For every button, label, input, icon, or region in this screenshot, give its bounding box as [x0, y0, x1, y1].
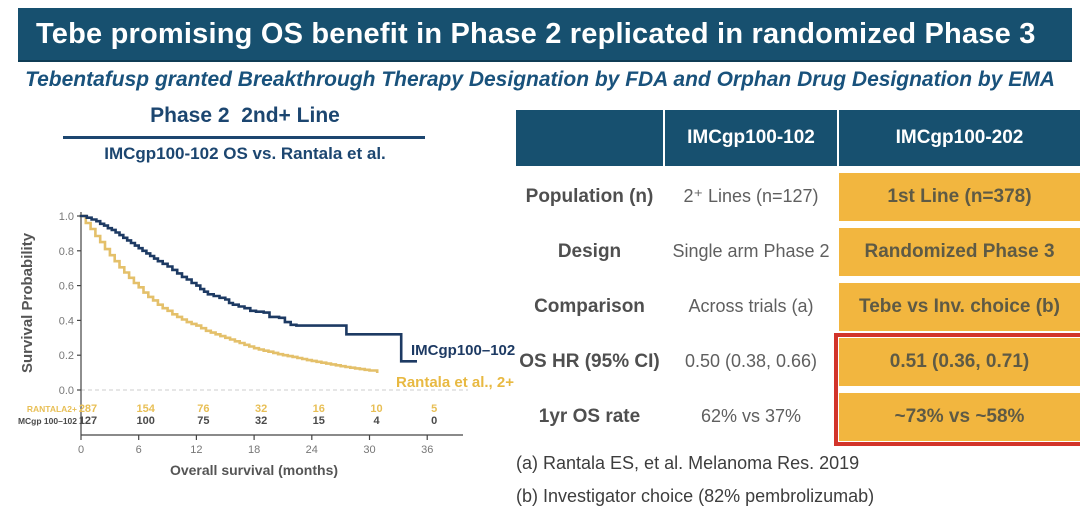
risk-count: 0 — [431, 415, 437, 427]
risk-count: 154 — [137, 403, 156, 415]
cell-1yr-os-102: 62% vs 37% — [700, 406, 802, 427]
risk-count: 16 — [313, 403, 325, 415]
x-tick-label: 18 — [248, 444, 260, 456]
x-tick-label: 6 — [136, 444, 142, 456]
risk-count: 32 — [255, 415, 267, 427]
risk-row-label: RANTALA2+ — [27, 404, 77, 414]
table-row-os-hr: OS HR (95% CI) 0.50 (0.38, 0.66) 0.51 (0… — [516, 338, 1080, 386]
risk-count: 127 — [79, 415, 97, 427]
table-header-row: IMCgp100-102 IMCgp100-202 — [516, 110, 1080, 166]
footnote-a: (a) Rantala ES, et al. Melanoma Res. 201… — [516, 453, 860, 473]
cell-os-hr-202: 0.51 (0.36, 0.71) — [839, 338, 1080, 386]
table-row-1yr-os: 1yr OS rate 62% vs 37% ~73% vs ~58% — [516, 393, 1080, 441]
cell-design-102: Single arm Phase 2 — [672, 241, 830, 262]
risk-count: 100 — [137, 415, 155, 427]
cell-os-hr-102: 0.50 (0.38, 0.66) — [684, 351, 818, 372]
risk-count: 5 — [431, 403, 437, 415]
risk-count: 4 — [373, 415, 380, 427]
table-header-imcgp100-202: IMCgp100-202 — [839, 110, 1080, 166]
comparison-table: IMCgp100-102 IMCgp100-202 Population (n)… — [516, 110, 1080, 446]
risk-count: 15 — [313, 415, 325, 427]
y-tick-label: 0.6 — [59, 281, 74, 293]
slide-subtitle: Tebentafusp granted Breakthrough Therapy… — [25, 68, 1055, 91]
cell-population-102: 2⁺ Lines (n=127) — [683, 186, 819, 207]
cell-comparison-102: Across trials (a) — [688, 296, 814, 317]
cell-1yr-os-202: ~73% vs ~58% — [839, 393, 1080, 441]
km-curve-imcgp100-102 — [79, 214, 417, 363]
cell-design-202: Randomized Phase 3 — [839, 228, 1080, 276]
km-chart-title: Phase 2 2nd+ Line — [150, 104, 340, 127]
risk-count: 76 — [197, 403, 209, 415]
table-row-comparison: Comparison Across trials (a) Tebe vs Inv… — [516, 283, 1080, 331]
y-tick-label: 0.8 — [59, 246, 74, 258]
footnote-b: (b) Investigator choice (82% pembrolizum… — [516, 486, 875, 506]
x-tick-label: 36 — [421, 444, 433, 456]
x-tick-label: 30 — [363, 444, 375, 456]
y-tick-label: 0.0 — [59, 385, 74, 397]
table-row-population: Population (n) 2⁺ Lines (n=127) 1st Line… — [516, 173, 1080, 221]
y-axis-label: Survival Probability — [19, 232, 36, 373]
risk-row-label: IMCgp 100–102 — [18, 416, 77, 426]
table-header-imcgp100-102: IMCgp100-102 — [665, 110, 837, 166]
risk-count: 10 — [370, 403, 382, 415]
x-tick-label: 0 — [78, 444, 84, 456]
row-label-os-hr: OS HR (95% CI) — [519, 350, 660, 372]
row-label-comparison: Comparison — [534, 295, 645, 317]
cell-population-202: 1st Line (n=378) — [839, 173, 1080, 221]
y-tick-label: 0.4 — [59, 315, 74, 327]
x-tick-label: 12 — [190, 444, 202, 456]
row-label-1yr-os: 1yr OS rate — [538, 405, 641, 427]
risk-count: 75 — [197, 415, 209, 427]
table-header-blank — [516, 110, 663, 166]
table-row-design: Design Single arm Phase 2 Randomized Pha… — [516, 228, 1080, 276]
y-tick-label: 1.0 — [59, 211, 74, 223]
row-label-population: Population (n) — [525, 185, 654, 207]
slide-title: Tebe promising OS benefit in Phase 2 rep… — [36, 17, 1036, 50]
risk-count: 287 — [79, 403, 97, 415]
x-axis-label: Overall survival (months) — [170, 462, 338, 478]
risk-count: 32 — [255, 403, 267, 415]
km-chart-divider — [63, 136, 425, 139]
x-tick-label: 24 — [306, 444, 318, 456]
km-plot-svg: 0.0 0.2 0.4 0.6 0.8 1.0 0 6 12 18 24 30 36 Overall su… — [18, 211, 518, 478]
km-curve-rantala — [79, 214, 379, 373]
title-bar: Tebe promising OS benefit in Phase 2 rep… — [18, 8, 1072, 62]
footnotes: (a) Rantala ES, et al. Melanoma Res. 201… — [516, 447, 874, 513]
row-label-design: Design — [557, 240, 622, 262]
legend-imcgp100-102: IMCgp100–102 — [411, 342, 515, 359]
legend-rantala: Rantala et al., 2+ L — [396, 374, 518, 391]
cell-comparison-202: Tebe vs Inv. choice (b) — [839, 283, 1080, 331]
km-chart-subtitle: IMCgp100-102 OS vs. Rantala et al. — [104, 144, 386, 163]
y-tick-label: 0.2 — [59, 350, 74, 362]
